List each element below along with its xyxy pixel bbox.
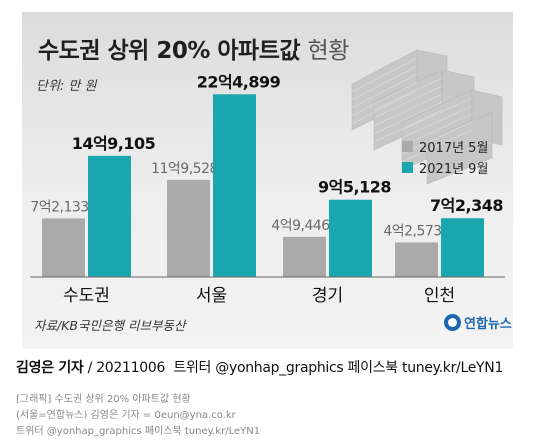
bar-2021-1 <box>88 155 131 277</box>
legend-item-2017: 2017년 5월 <box>402 136 488 157</box>
data-label-2021-4: 7억2,348 <box>430 196 503 215</box>
yonhap-logo-text: 연합뉴스 <box>464 317 512 332</box>
source-note: 자료/KB국민은행 리브부동산 <box>34 318 186 333</box>
byline-social: 트위터 @yonhap_graphics 페이스북 tuney.kr/LeYN1 <box>173 360 504 376</box>
chart-title-sub: 현황 <box>307 38 350 64</box>
data-label-2021-1: 14억9,105 <box>72 134 156 153</box>
byline-date: 20211006 <box>96 360 166 376</box>
bar-2021-3 <box>329 199 372 277</box>
bar-chart: 7억2,133 14억9,105 수도권 11억9,528 22억4,899 서울 4억9,… <box>30 72 505 306</box>
legend: 2017년 5월 2021년 9월 <box>402 136 488 178</box>
bar-2017-2 <box>167 179 210 277</box>
data-label-2017-4: 4억2,573 <box>383 223 441 239</box>
bar-2021-2 <box>213 94 256 277</box>
category-label-4: 인천 <box>424 286 455 306</box>
data-label-2017-2: 11억9,528 <box>151 161 218 177</box>
category-label-1: 수도권 <box>63 286 110 306</box>
chart-title: 수도권 상위 20% 아파트값 현황 <box>38 38 350 64</box>
legend-label-2021: 2021년 9월 <box>419 162 489 177</box>
legend-label-2017: 2017년 5월 <box>419 141 489 156</box>
category-label-3: 경기 <box>312 286 343 306</box>
footer-line-1: [그래픽] 수도권 상위 20% 아파트값 현황 <box>16 394 191 405</box>
data-label-2021-2: 22억4,899 <box>197 72 281 91</box>
legend-item-2021: 2021년 9월 <box>402 157 488 178</box>
bar-2017-4 <box>395 242 438 277</box>
data-label-2017-3: 4억9,446 <box>271 218 330 234</box>
yonhap-logo: 연합뉴스 <box>444 313 512 332</box>
bar-2017-1 <box>42 218 85 277</box>
legend-swatch-2021 <box>402 162 413 173</box>
bar-2021-4 <box>441 218 484 277</box>
chart-panel: 수도권 상위 20% 아파트값 현황 단위: 만 원 7억2,133 14억9,1… <box>22 12 513 349</box>
footer-line-2: (서울=연합뉴스) 김영은 기자 = 0eun@yna.co.kr <box>16 410 236 421</box>
legend-swatch-2017 <box>402 141 413 152</box>
bar-2017-3 <box>283 236 326 277</box>
category-label-2: 서울 <box>196 286 227 306</box>
byline-author: 김영은 기자 <box>16 360 84 376</box>
data-label-2017-1: 7억2,133 <box>30 199 88 215</box>
apartment-buildings-illustration <box>351 49 503 185</box>
unit-label: 단위: 만 원 <box>36 79 97 94</box>
yonhap-logo-icon <box>444 314 461 331</box>
byline: 김영은 기자 / 20211006 트위터 @yonhap_graphics 페… <box>16 360 504 376</box>
footer-line-3: 트위터 @yonhap_graphics 페이스북 tuney.kr/LeYN1 <box>16 426 261 437</box>
data-label-2021-3: 9억5,128 <box>318 178 391 197</box>
